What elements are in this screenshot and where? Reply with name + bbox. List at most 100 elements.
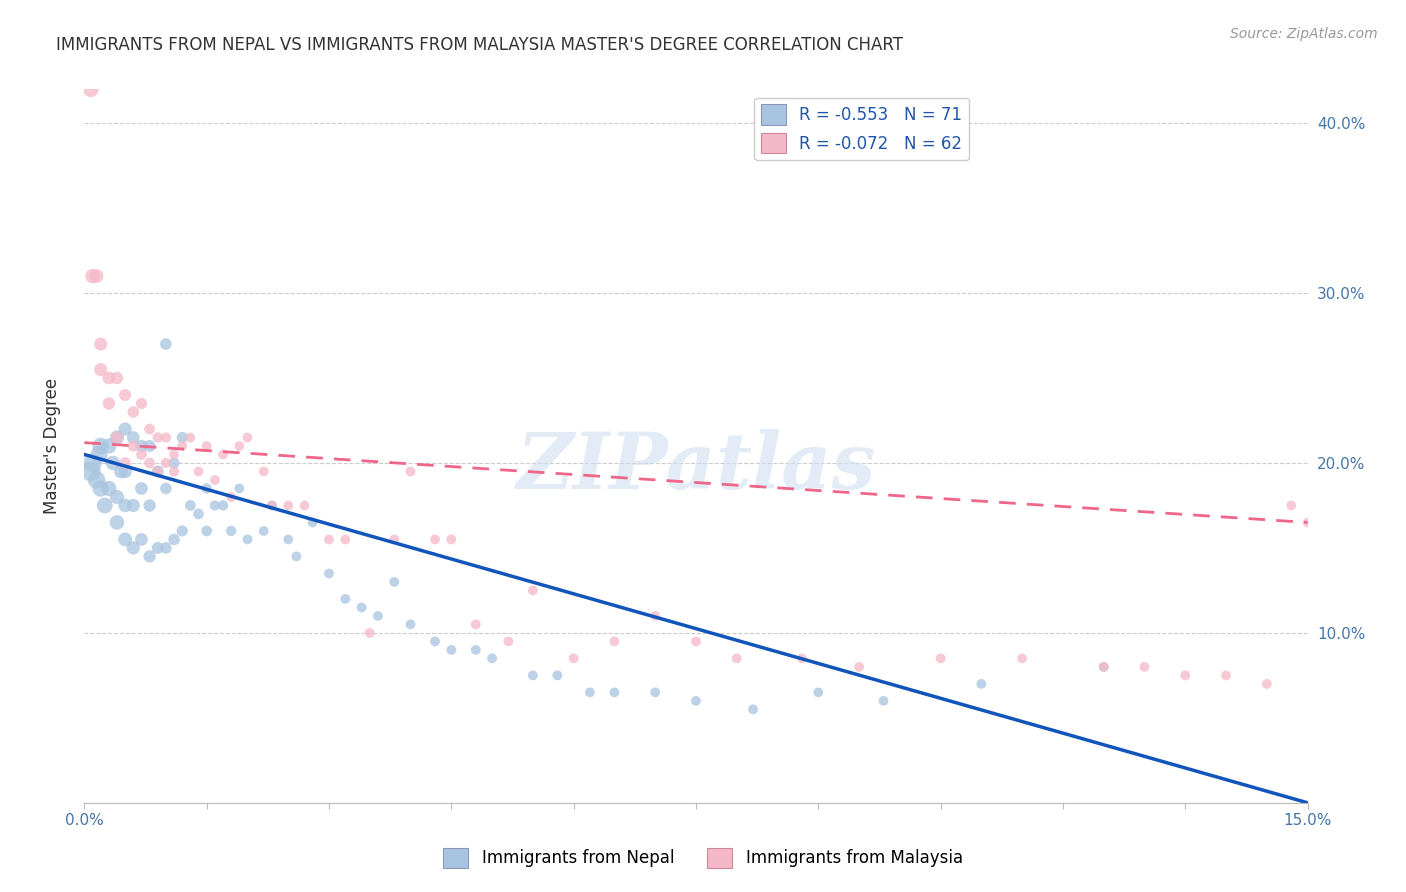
Point: [423, 634, 446, 648]
Point: [742, 702, 765, 716]
Y-axis label: Master's Degree: Master's Degree: [42, 378, 60, 514]
Point: [685, 694, 707, 708]
Point: [93, 499, 115, 513]
Point: [122, 439, 145, 453]
Point: [179, 499, 201, 513]
Point: [481, 651, 503, 665]
Point: [131, 482, 153, 496]
Point: [86, 269, 108, 284]
Point: [172, 524, 194, 538]
Point: [110, 465, 132, 479]
Point: [155, 482, 177, 496]
Point: [146, 465, 169, 479]
Point: [138, 549, 160, 564]
Point: [122, 430, 145, 444]
Point: [172, 439, 194, 453]
Point: [464, 617, 486, 632]
Point: [367, 608, 389, 623]
Point: [204, 473, 226, 487]
Point: [138, 456, 160, 470]
Point: [253, 524, 276, 538]
Point: [105, 490, 128, 504]
Point: [562, 651, 585, 665]
Point: [82, 456, 104, 470]
Point: [90, 337, 112, 351]
Point: [219, 524, 242, 538]
Text: Source: ZipAtlas.com: Source: ZipAtlas.com: [1230, 27, 1378, 41]
Point: [204, 499, 226, 513]
Point: [212, 499, 235, 513]
Text: IMMIGRANTS FROM NEPAL VS IMMIGRANTS FROM MALAYSIA MASTER'S DEGREE CORRELATION CH: IMMIGRANTS FROM NEPAL VS IMMIGRANTS FROM…: [56, 36, 903, 54]
Point: [382, 574, 405, 589]
Point: [522, 668, 544, 682]
Point: [131, 396, 153, 410]
Point: [1092, 660, 1115, 674]
Point: [195, 439, 218, 453]
Point: [105, 516, 128, 530]
Point: [212, 448, 235, 462]
Point: [1256, 677, 1278, 691]
Point: [138, 499, 160, 513]
Point: [285, 549, 308, 564]
Point: [228, 439, 250, 453]
Point: [155, 337, 177, 351]
Point: [97, 482, 120, 496]
Point: [382, 533, 405, 547]
Point: [179, 430, 201, 444]
Legend: R = -0.553   N = 71, R = -0.072   N = 62: R = -0.553 N = 71, R = -0.072 N = 62: [754, 97, 969, 160]
Point: [970, 677, 993, 691]
Point: [498, 634, 520, 648]
Point: [236, 430, 259, 444]
Point: [163, 448, 186, 462]
Point: [122, 405, 145, 419]
Point: [114, 422, 136, 436]
Point: [195, 524, 218, 538]
Point: [155, 430, 177, 444]
Point: [131, 533, 153, 547]
Point: [644, 685, 666, 699]
Point: [848, 660, 870, 674]
Point: [187, 507, 209, 521]
Point: [1092, 660, 1115, 674]
Point: [138, 439, 160, 453]
Point: [260, 499, 283, 513]
Point: [105, 371, 128, 385]
Point: [82, 269, 104, 284]
Point: [603, 685, 626, 699]
Point: [399, 465, 422, 479]
Point: [522, 583, 544, 598]
Point: [253, 465, 276, 479]
Point: [163, 533, 186, 547]
Point: [359, 626, 381, 640]
Point: [146, 541, 169, 555]
Point: [1011, 651, 1033, 665]
Point: [138, 422, 160, 436]
Point: [725, 651, 748, 665]
Point: [228, 482, 250, 496]
Point: [80, 82, 103, 96]
Point: [318, 533, 340, 547]
Point: [163, 456, 186, 470]
Point: [1133, 660, 1156, 674]
Point: [80, 465, 103, 479]
Point: [163, 465, 186, 479]
Point: [318, 566, 340, 581]
Point: [464, 643, 486, 657]
Text: ZIPatlas: ZIPatlas: [516, 429, 876, 506]
Point: [155, 541, 177, 555]
Point: [114, 456, 136, 470]
Point: [172, 430, 194, 444]
Point: [603, 634, 626, 648]
Point: [685, 634, 707, 648]
Point: [335, 533, 357, 547]
Point: [1279, 499, 1302, 513]
Point: [122, 541, 145, 555]
Point: [579, 685, 602, 699]
Point: [131, 439, 153, 453]
Point: [440, 533, 463, 547]
Point: [146, 430, 169, 444]
Point: [546, 668, 568, 682]
Point: [105, 430, 128, 444]
Point: [122, 499, 145, 513]
Point: [90, 439, 112, 453]
